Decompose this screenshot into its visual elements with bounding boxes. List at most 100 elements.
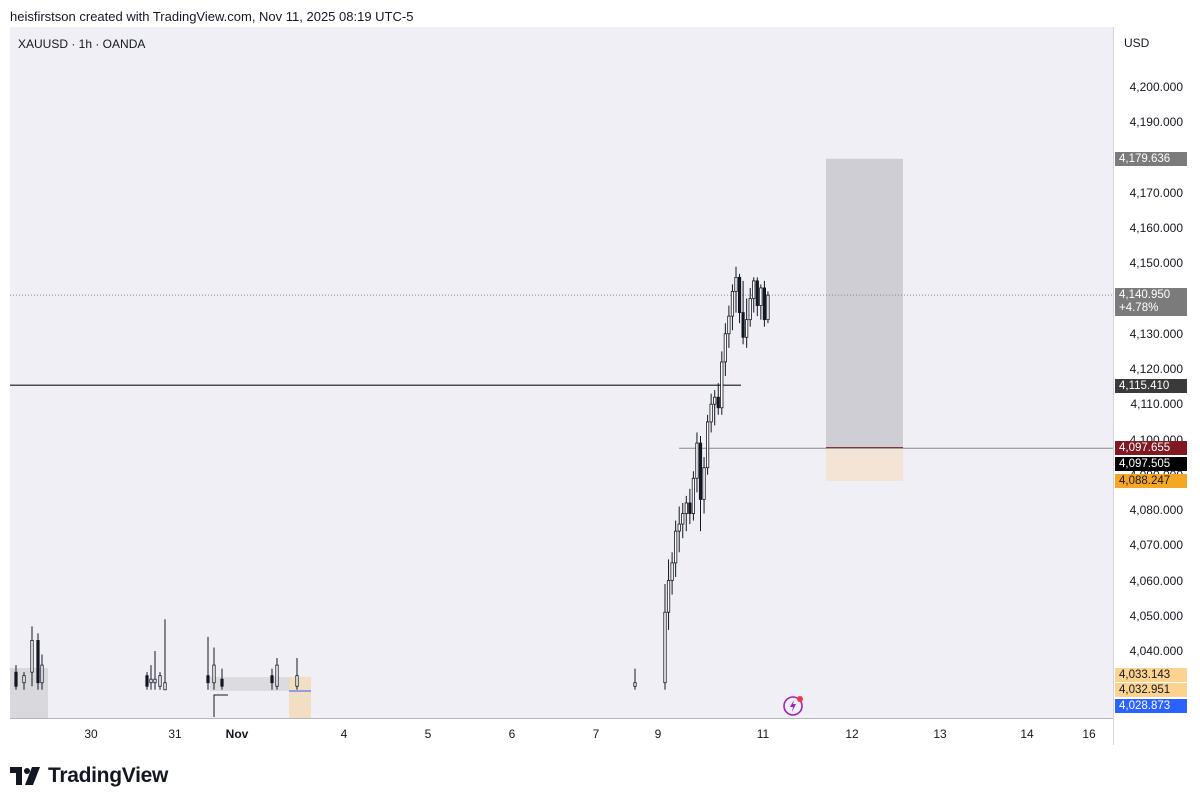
candle-body	[666, 580, 671, 613]
price-tick-label: 4,150.000	[1129, 256, 1183, 271]
chart-caption: heisfirstson created with TradingView.co…	[10, 9, 414, 24]
flash-alert-icon[interactable]	[782, 693, 806, 717]
candle-body	[145, 675, 149, 687]
price-scale[interactable]: USD 4,040.000 4,050.000 4,060.000 4,070.000…	[1113, 27, 1191, 745]
price-tick-label: 4,110.000	[1130, 397, 1184, 412]
price-tick-label: 4,060.000	[1129, 573, 1183, 588]
currency-label[interactable]: USD	[1124, 36, 1150, 50]
price-badge[interactable]: 4,032.951	[1115, 683, 1187, 697]
candle-body	[158, 675, 162, 687]
tradingview-logo[interactable]: TradingView	[10, 764, 168, 788]
chart-pane[interactable]: XAUUSD · 1h · OANDA	[10, 27, 1113, 718]
candle-body	[206, 675, 210, 684]
price-tick-label: 4,170.000	[1129, 185, 1183, 200]
candle-body	[702, 467, 706, 500]
time-tick-label: 13	[933, 727, 947, 741]
candle-body	[633, 682, 637, 687]
candle-body	[713, 396, 717, 405]
tradingview-logo-icon	[10, 767, 40, 785]
price-badge[interactable]: 4,097.505	[1115, 457, 1187, 471]
candle-body	[720, 361, 724, 409]
candle-body	[40, 664, 44, 684]
candle-body	[275, 664, 279, 687]
price-tick-label: 4,200.000	[1129, 80, 1183, 94]
target-zone	[826, 158, 903, 448]
candle-body	[706, 421, 710, 469]
candle-body	[670, 562, 674, 581]
price-badge[interactable]: 4,097.655	[1115, 441, 1187, 455]
candle-body	[212, 664, 216, 684]
candle-body	[752, 280, 756, 299]
candlestick-chart[interactable]	[10, 27, 1113, 718]
price-badge[interactable]: 4,088.247	[1115, 474, 1187, 488]
candle-body	[741, 312, 745, 338]
candle-body	[730, 291, 735, 317]
price-tick-label: 4,080.000	[1129, 503, 1183, 517]
candle-body	[745, 319, 749, 338]
time-tick-label: 12	[845, 727, 859, 741]
candle-body	[716, 396, 720, 409]
tradingview-wordmark: TradingView	[48, 764, 169, 787]
price-tick-label: 4,130.000	[1129, 326, 1183, 341]
candle-body	[36, 640, 40, 684]
price-tick-label: 4,050.000	[1129, 608, 1183, 623]
time-tick-label: 31	[168, 727, 182, 741]
candle-body	[727, 315, 731, 335]
candle-body	[688, 502, 692, 514]
candle-body	[270, 675, 274, 684]
time-scale[interactable]: 30 31 Nov 4 5 6 7 9 11 12 13 14 16	[10, 718, 1113, 746]
candle-body	[295, 675, 299, 687]
time-tick-label: 11	[756, 727, 770, 741]
time-tick-label: 14	[1020, 727, 1034, 741]
price-badge[interactable]: 4,140.950 +4.78%	[1115, 288, 1187, 316]
price-badge[interactable]: 4,179.636	[1115, 152, 1187, 166]
time-tick-label: 6	[508, 727, 516, 741]
candle-body	[30, 640, 34, 673]
last-price-change: +4.78%	[1119, 302, 1159, 314]
candle-body	[674, 530, 678, 564]
price-badge[interactable]: 4,033.143	[1115, 668, 1187, 682]
candle-body	[759, 287, 763, 306]
time-tick-label: 4	[340, 727, 348, 741]
candle-body	[762, 287, 767, 321]
price-tick-label: 4,190.000	[1129, 115, 1183, 130]
symbol-legend[interactable]: XAUUSD · 1h · OANDA	[18, 37, 146, 51]
candle-body	[663, 611, 667, 684]
price-tick-label: 4,120.000	[1129, 362, 1183, 376]
candle-body	[684, 502, 688, 514]
candle-body	[755, 280, 759, 306]
candle-body	[163, 682, 167, 691]
time-tick-label: 7	[592, 727, 600, 741]
stop-zone	[826, 447, 903, 481]
last-price-value: 4,140.950	[1119, 289, 1171, 301]
range-box-orange	[289, 677, 311, 718]
candle-body	[220, 678, 224, 687]
candle-body	[149, 678, 153, 684]
candle-body	[695, 442, 699, 479]
candle-body	[723, 333, 727, 363]
time-tick-label: 30	[84, 727, 98, 741]
range-box-mid	[210, 677, 290, 691]
price-tick-label: 4,040.000	[1129, 644, 1183, 658]
candle-body	[698, 442, 703, 500]
candle-body	[691, 477, 696, 514]
price-badge[interactable]: 4,028.873	[1115, 699, 1187, 713]
candle-body	[681, 513, 685, 525]
price-tick-label: 4,160.000	[1129, 221, 1183, 235]
candle-body	[677, 523, 681, 532]
price-tick-label: 4,070.000	[1129, 538, 1183, 553]
time-tick-label: 9	[654, 727, 662, 741]
candle-body	[766, 294, 770, 321]
candle-body	[737, 276, 742, 314]
candle-body	[709, 403, 713, 423]
candle-body	[153, 678, 157, 684]
candle-body	[22, 675, 26, 684]
candle-body	[734, 276, 738, 292]
time-tick-label: 5	[424, 727, 432, 741]
price-badge[interactable]: 4,115.410	[1115, 379, 1187, 393]
time-tick-label: 16	[1082, 727, 1096, 741]
candle-body	[748, 298, 752, 321]
candle-body	[14, 671, 18, 687]
range-box-bracket	[213, 694, 228, 717]
time-tick-label: Nov	[225, 727, 249, 741]
